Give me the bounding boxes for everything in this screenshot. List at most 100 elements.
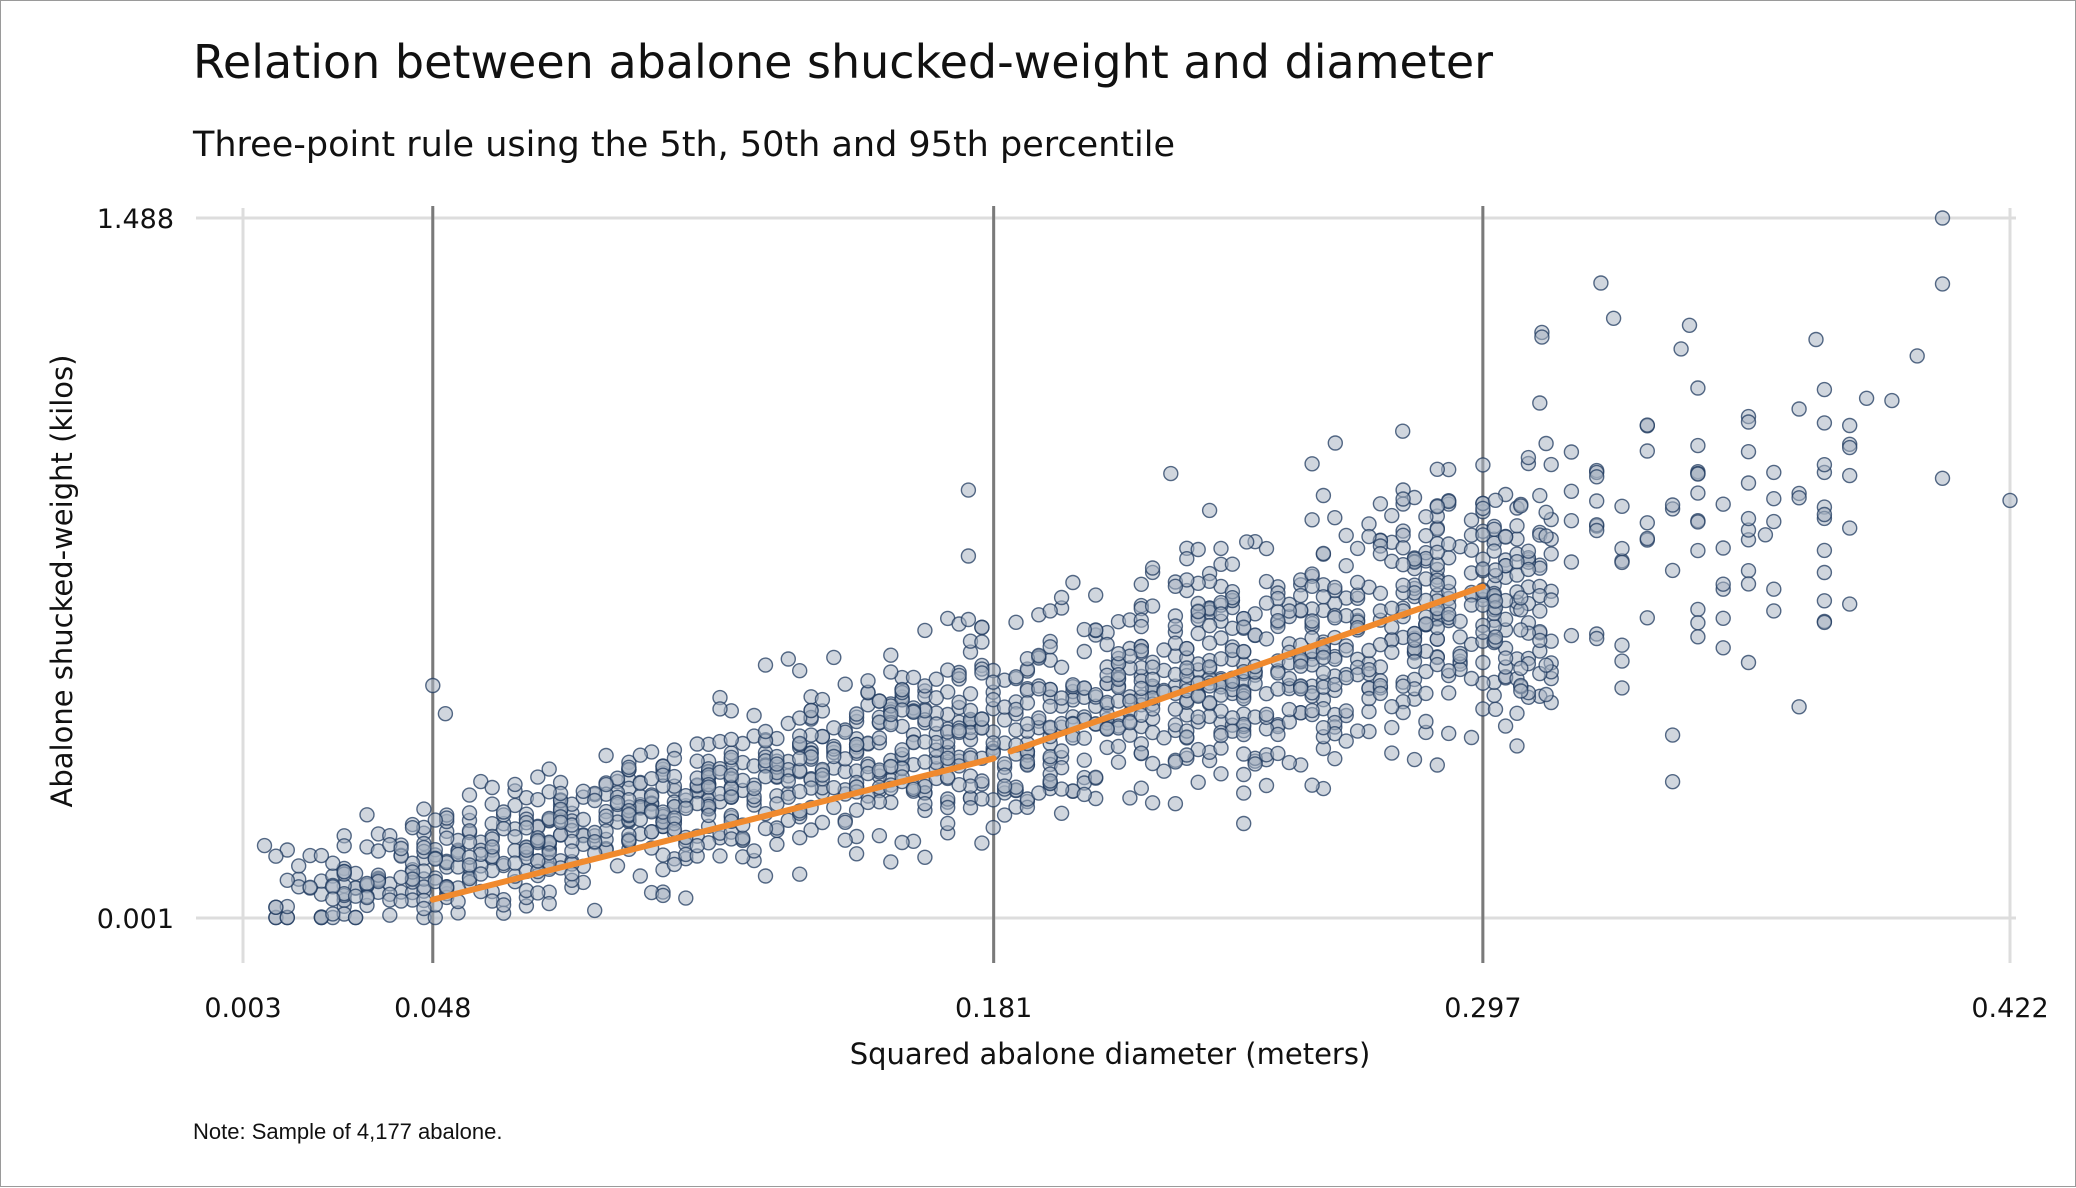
data-point [643,789,660,805]
data-point [1384,699,1400,715]
data-point [996,807,1013,823]
data-point [1487,562,1504,578]
data-point [1394,423,1411,439]
data-point [1213,766,1229,782]
data-point [1766,513,1782,530]
chart-title: Relation between abalone shucked-weight … [193,35,1494,89]
data-point [302,879,318,895]
data-point [1122,790,1138,806]
data-point [1076,730,1093,746]
data-point [974,619,990,636]
data-point [1304,613,1320,629]
data-point [1099,636,1115,653]
data-point [1235,726,1252,743]
data-point [1190,604,1206,620]
data-point [1122,715,1138,731]
data-point [1605,310,1622,326]
data-point [928,716,944,732]
data-point [1258,595,1275,611]
data-point [336,864,352,880]
data-point [1475,561,1491,577]
data-point [1532,487,1548,504]
x-tick-label: 0.422 [1971,993,2048,1024]
data-point [1270,745,1286,762]
data-point [1816,506,1833,523]
data-point [1497,718,1514,734]
data-point [1841,417,1858,434]
data-point [1327,510,1343,526]
data-point [1816,415,1833,431]
chart-subtitle: Three-point rule using the 5th, 50th and… [193,125,1176,165]
data-point [1133,618,1150,635]
data-point [883,706,899,723]
data-point [1179,660,1195,676]
data-point [1304,456,1320,472]
fit-segment [1007,583,1486,755]
data-point [1418,509,1434,525]
data-point [1664,774,1681,790]
data-point [1429,461,1446,477]
data-point [1008,669,1024,685]
data-point [1841,520,1858,536]
data-point [1664,497,1681,513]
data-point [1372,685,1389,702]
data-point [894,682,910,698]
data-point [587,834,603,850]
data-point [1372,585,1389,601]
data-point [256,837,273,854]
data-point [1475,624,1491,640]
data-point [1497,529,1514,545]
data-point [1588,493,1605,509]
data-point [359,807,375,823]
data-point [1816,542,1833,559]
data-point [1497,650,1514,666]
data-point [1235,619,1252,635]
data-point [1440,725,1457,742]
data-point [1270,726,1286,743]
data-point [1019,716,1036,732]
data-point [461,857,478,873]
data-point [347,888,364,904]
data-point [1475,457,1491,473]
data-point [621,759,637,775]
data-point [1019,753,1036,770]
data-point [962,800,979,816]
data-point [1099,721,1115,737]
data-point [723,767,739,784]
data-point [1532,395,1548,411]
data-point [336,838,352,854]
data-point [1224,710,1241,726]
data-point [1463,670,1480,687]
data-point [974,634,990,650]
data-point [1418,528,1434,544]
data-point [689,736,705,752]
data-point [587,792,603,809]
data-point [1224,556,1241,572]
data-point [894,834,910,851]
data-point [960,611,977,628]
data-point [985,819,1001,836]
data-point [1384,644,1400,660]
data-point [1538,435,1554,452]
data-point [416,900,432,917]
data-point [427,851,443,867]
data-point [1201,635,1218,651]
data-point [1463,512,1480,528]
data-point [1235,815,1252,832]
data-point [1235,684,1252,701]
data-point [1156,730,1172,746]
data-point [1258,706,1275,722]
data-point [803,702,819,719]
data-point [1543,592,1559,608]
data-point [1487,701,1504,717]
data-point [1179,572,1195,588]
data-point [1327,579,1343,596]
data-point [1144,671,1161,687]
data-point [757,769,774,785]
data-point [643,771,660,787]
data-point [507,776,523,793]
data-point [1452,648,1468,665]
chart-note: Note: Sample of 4,177 abalone. [193,1119,503,1144]
data-point [723,789,739,805]
data-point [792,663,808,679]
